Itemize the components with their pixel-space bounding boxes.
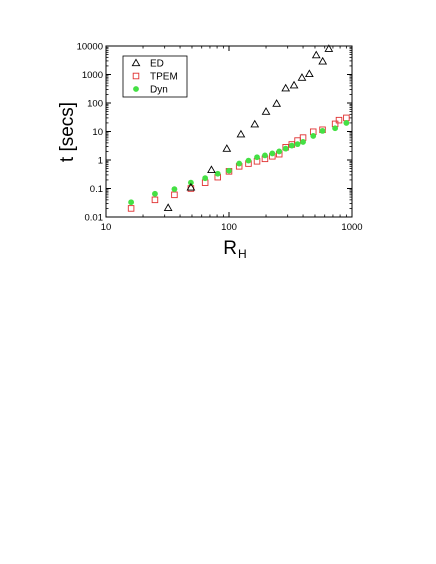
data-point-ed — [207, 165, 216, 174]
data-point-ed — [297, 73, 307, 81]
data-point-dyn — [269, 150, 276, 157]
legend-label-ed: ED — [150, 59, 164, 70]
data-point-ed — [318, 56, 328, 65]
data-point-ed — [163, 203, 173, 211]
data-point-dyn — [245, 157, 252, 164]
x-tick-label: 1000 — [341, 222, 362, 233]
x-axis-title-subscript: H — [238, 247, 247, 261]
data-point-ed — [236, 129, 246, 138]
data-point-dyn — [202, 175, 209, 182]
data-point-dyn — [226, 167, 232, 174]
data-point-ed — [222, 144, 232, 152]
data-point-dyn — [254, 154, 260, 161]
data-point-dyn — [187, 179, 194, 186]
data-point-tpem — [127, 205, 135, 212]
y-tick-label: 100 — [87, 99, 103, 110]
legend-label-tpem: TPEM — [150, 72, 178, 83]
data-point-ed — [186, 182, 196, 191]
data-point-dyn — [276, 148, 283, 155]
data-point-ed — [324, 44, 334, 52]
x-tick-label: 100 — [221, 222, 237, 233]
y-tick-label: 0.1 — [90, 184, 103, 195]
x-tick-label: 10 — [101, 222, 112, 233]
axes: 10 100 1000 0.01 0.1 1 10 100 1000 10000 — [77, 42, 363, 234]
legend-marker-tpem — [132, 72, 140, 80]
legend-marker-ed — [131, 58, 141, 67]
data-point-dyn — [152, 190, 158, 197]
data-point-dyn — [288, 142, 295, 149]
data-point-dyn — [214, 170, 221, 177]
data-point-ed — [311, 50, 321, 59]
y-tick-label: 0.01 — [85, 213, 104, 224]
legend: ED TPEM Dyn — [122, 55, 188, 98]
y-tick-label: 10 — [92, 127, 103, 138]
data-point-tpem — [171, 191, 178, 199]
data-point-ed — [250, 119, 260, 128]
data-point-tpem — [343, 114, 350, 122]
series-dyn — [128, 120, 350, 206]
y-tick-label: 10000 — [77, 42, 103, 53]
data-point-dyn — [128, 199, 135, 206]
data-point-dyn — [282, 145, 289, 152]
y-axis-title: t [secs] — [57, 102, 78, 162]
x-axis-title: R — [223, 238, 237, 259]
data-point-dyn — [310, 133, 317, 139]
data-point-dyn — [300, 139, 306, 145]
data-point-ed — [289, 80, 299, 89]
data-point-dyn — [343, 120, 350, 126]
data-point-tpem — [151, 196, 159, 204]
data-point-dyn — [171, 186, 178, 193]
y-tick-label: 1000 — [82, 70, 103, 81]
data-point-dyn — [236, 160, 243, 167]
data-markers — [127, 44, 350, 212]
series-ed — [163, 44, 334, 211]
legend-marker-dyn — [133, 86, 139, 92]
data-point-dyn — [294, 141, 301, 148]
data-point-ed — [304, 69, 314, 78]
data-point-dyn — [262, 152, 268, 159]
data-point-ed — [281, 83, 291, 92]
data-point-dyn — [332, 125, 339, 132]
data-point-ed — [261, 107, 271, 115]
legend-label-dyn: Dyn — [150, 85, 168, 96]
data-point-tpem — [335, 116, 343, 124]
data-point-dyn — [319, 127, 326, 134]
y-tick-label: 1 — [98, 156, 103, 167]
data-point-ed — [272, 99, 282, 107]
